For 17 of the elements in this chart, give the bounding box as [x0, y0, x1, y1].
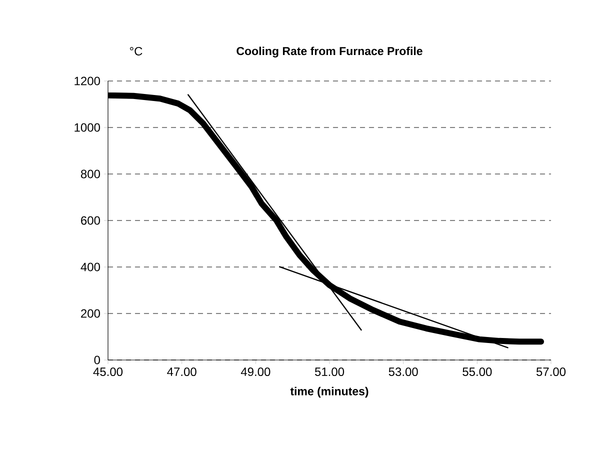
y-axis-title: °C: [130, 46, 142, 56]
y-tick-label: 800: [80, 170, 100, 178]
y-tick-label: 1000: [74, 123, 100, 132]
x-tick-label: 55.00: [462, 368, 492, 376]
y-tick-label: 200: [81, 309, 100, 318]
chart-title: Cooling Rate from Furnace Profile: [236, 46, 422, 58]
y-tick-label: 400: [80, 262, 100, 272]
x-tick-label: 49.00: [240, 368, 270, 376]
x-tick-label: 53.00: [388, 368, 418, 376]
x-tick-label: 47.00: [167, 368, 196, 376]
x-tick-label: 57.00: [536, 368, 566, 376]
x-tick-label: 51.00: [314, 368, 344, 376]
y-tick-label: 600: [81, 216, 100, 225]
x-axis-title: time (minutes): [290, 386, 368, 398]
x-tick-label: 45.00: [93, 368, 123, 376]
y-tick-label: 0: [94, 356, 100, 364]
y-tick-label: 1200: [74, 76, 100, 86]
